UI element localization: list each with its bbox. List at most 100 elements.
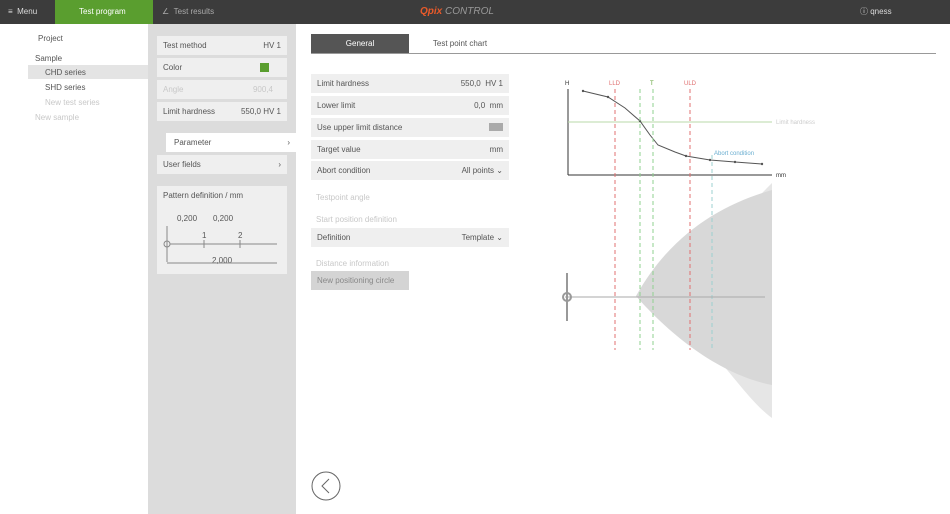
unit: HV 1	[485, 79, 503, 88]
diagram: H LLD T ULD Limit hardness Abort conditi…	[562, 81, 815, 418]
value: All points ⌄	[461, 166, 503, 175]
row-color[interactable]: Color	[157, 58, 287, 77]
tree-shd[interactable]: SHD series	[45, 83, 86, 92]
h-axis: H	[565, 81, 569, 87]
faint-label: Start position definition	[316, 215, 397, 224]
point: 2	[238, 231, 243, 240]
label: Limit hardness	[163, 107, 216, 116]
row-user-fields[interactable]: User fields ›	[157, 155, 287, 174]
pattern-box: Pattern definition / mm 0,200 0,200 1 2 …	[157, 186, 287, 274]
profile-inner	[636, 190, 772, 385]
value: 900,4	[252, 85, 273, 94]
label: Definition	[317, 233, 351, 242]
value: Template ⌄	[461, 233, 503, 242]
logo-pix: pix	[427, 6, 443, 17]
spacing: 0,200	[177, 214, 198, 223]
tab-general[interactable]: General	[311, 34, 409, 53]
curve	[582, 90, 763, 165]
mm-axis: mm	[776, 173, 786, 179]
number: 550,0	[460, 79, 481, 88]
faint-label: Testpoint angle	[316, 193, 370, 202]
markers	[614, 89, 713, 350]
chev: ›	[287, 138, 290, 147]
tab-label: Test program	[79, 7, 126, 16]
user[interactable]: ⓘ qness	[860, 7, 892, 16]
limit-label: Limit hardness	[776, 120, 815, 126]
toggle[interactable]	[489, 123, 503, 131]
tree-project[interactable]: Project	[38, 34, 63, 43]
form-limit: Limit hardness 550,0 HV 1	[311, 74, 509, 93]
label: Lower limit	[317, 101, 356, 110]
tree-sample[interactable]: Sample	[35, 54, 63, 63]
settings-panel: Test method HV 1 Color Angle 900,4 Limit h…	[148, 24, 296, 514]
value: HV 1	[263, 41, 281, 50]
unit: mm	[489, 101, 503, 110]
unit: HV 1	[263, 107, 281, 116]
dropdown: All points	[461, 166, 495, 175]
test-points	[562, 273, 765, 321]
label: Target value	[317, 145, 361, 154]
row-limit: Limit hardness 550,0 HV 1	[157, 102, 287, 121]
dropdown: Template	[461, 233, 495, 242]
logo-control: CONTROL	[445, 6, 494, 17]
tree-new-series[interactable]: New test series	[45, 98, 100, 107]
tree-selected[interactable]	[28, 65, 148, 79]
tab-rule	[311, 53, 936, 54]
label: Test method	[163, 41, 207, 50]
label: Parameter	[174, 138, 212, 147]
tab-label: Test point chart	[432, 39, 488, 48]
chev: ›	[278, 160, 281, 169]
tab-label: Test results	[173, 7, 215, 16]
swatch	[260, 63, 269, 72]
row-angle: Angle 900,4	[157, 80, 287, 99]
t: T	[650, 81, 654, 87]
form-upper[interactable]: Use upper limit distance	[311, 118, 509, 137]
form-definition[interactable]: Definition Template ⌄	[311, 228, 509, 247]
topbar: ≡ Menu Test program ∠ Test results Qpix …	[0, 0, 950, 24]
user-name: qness	[870, 7, 892, 16]
form-lower[interactable]: Lower limit 0,0 mm	[311, 96, 509, 115]
abort-label: Abort condition	[714, 151, 754, 157]
label: Use upper limit distance	[317, 123, 403, 132]
logo: Qpix CONTROL	[420, 0, 494, 24]
uld: ULD	[684, 81, 697, 87]
total: 2,000	[212, 256, 233, 265]
value: 550,0 HV 1	[241, 102, 281, 121]
form-abort[interactable]: Abort condition All points ⌄	[311, 161, 509, 180]
value: 550,0 HV 1	[461, 74, 503, 93]
point: 1	[202, 231, 207, 240]
value: 0,0 mm	[474, 96, 503, 115]
row-parameter[interactable]: Parameter ›	[166, 133, 296, 152]
tab-chart[interactable]: Test point chart	[410, 34, 510, 53]
tree-new-sample[interactable]: New sample	[35, 113, 80, 122]
tree: Project Sample CHD series SHD series New…	[0, 24, 148, 514]
lld: LLD	[609, 81, 621, 87]
diagram-labels: H LLD T ULD Limit hardness Abort conditi…	[565, 81, 815, 179]
menu-label: Menu	[17, 7, 38, 16]
label: Abort condition	[317, 166, 371, 175]
tab-label: General	[345, 39, 375, 48]
label: User fields	[163, 160, 201, 169]
label: Pattern definition / mm	[163, 191, 244, 200]
tab-test-program[interactable]: Test program	[55, 0, 153, 24]
tree-chd[interactable]: CHD series	[45, 68, 86, 77]
unit: mm	[489, 145, 503, 154]
back-button[interactable]	[311, 471, 341, 501]
label: Angle	[163, 85, 184, 94]
menu[interactable]: ≡ Menu	[8, 7, 38, 16]
tab-test-results[interactable]: ∠ Test results	[162, 7, 215, 16]
button-new-circle[interactable]: New positioning circle	[311, 271, 409, 290]
axes	[567, 89, 772, 176]
number: 0,0	[474, 101, 486, 110]
spacing: 0,200	[213, 214, 234, 223]
logo-mark: Q	[420, 6, 428, 17]
form-target[interactable]: Target value mm	[311, 140, 509, 159]
label: New positioning circle	[317, 276, 395, 285]
number: 550,0	[240, 107, 261, 116]
label: Limit hardness	[317, 79, 370, 88]
label: Color	[163, 63, 183, 72]
pattern-lines	[163, 226, 277, 264]
row-test-method[interactable]: Test method HV 1	[157, 36, 287, 55]
curve-points	[581, 89, 764, 166]
